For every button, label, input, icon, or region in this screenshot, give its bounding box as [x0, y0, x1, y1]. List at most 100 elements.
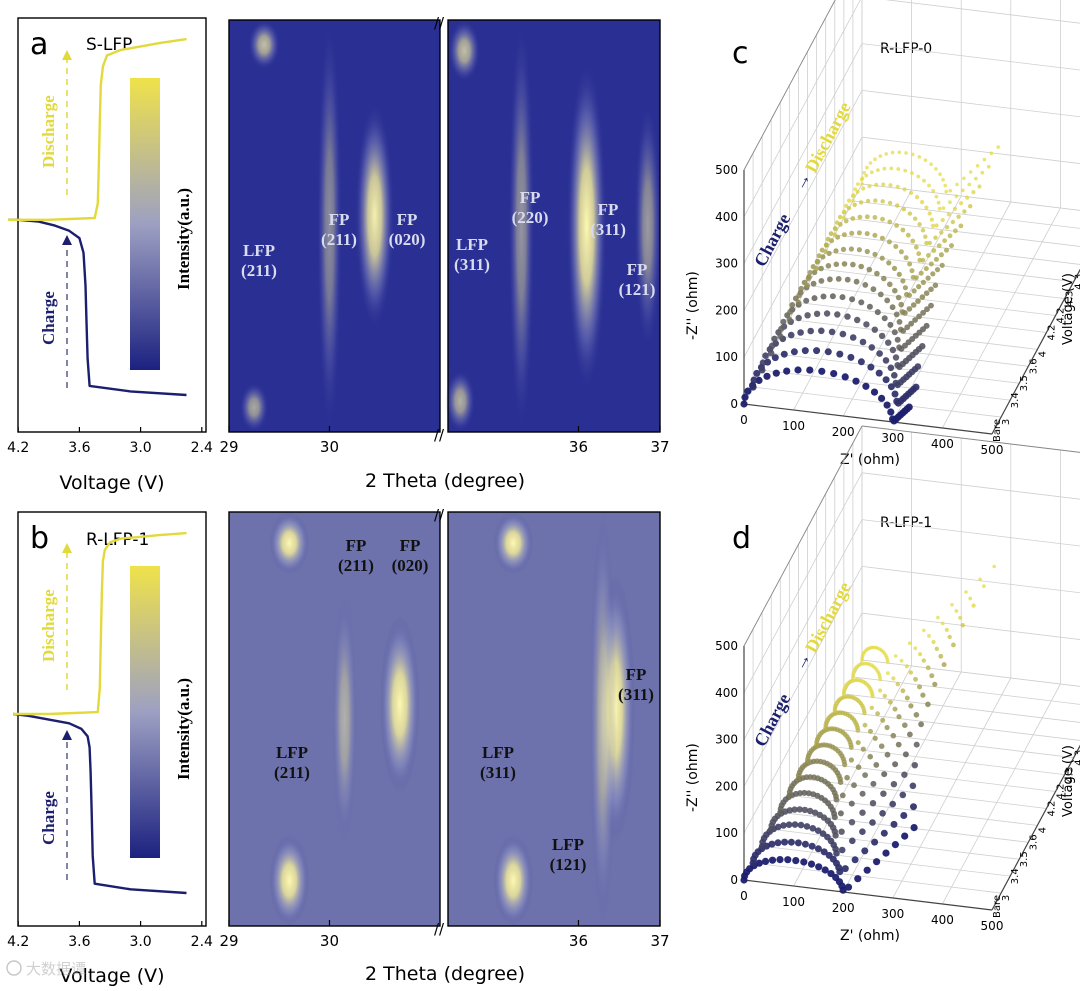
x-tick-label: 400 [931, 913, 954, 927]
y-tick-label: 200 [715, 303, 738, 317]
eis-point [913, 712, 920, 718]
eis-point [797, 821, 805, 829]
eis-point [858, 263, 864, 270]
eis-point [944, 627, 949, 633]
eis-point [862, 282, 869, 288]
peak-band [316, 20, 342, 432]
eis-point [901, 832, 909, 840]
eis-point [855, 764, 862, 770]
eis-point [958, 615, 963, 620]
eis-point [920, 692, 926, 698]
eis-point [868, 344, 876, 351]
eis-point [791, 806, 798, 813]
eis-point [789, 302, 796, 308]
eis-point [871, 326, 878, 333]
back-grid-y [743, 90, 863, 311]
eis-point [852, 202, 857, 207]
panel-c-xlabel: Z' (ohm) [840, 452, 900, 468]
eis-point [986, 164, 991, 169]
eis-point [804, 312, 811, 319]
eis-point [929, 162, 933, 166]
eis-point [902, 722, 908, 728]
eis-point [900, 812, 908, 819]
eis-point [922, 628, 926, 633]
eis-point [880, 790, 887, 797]
eis-point [927, 240, 932, 246]
eis-point [891, 329, 898, 336]
eis-point [932, 282, 939, 289]
peak-band [589, 512, 617, 926]
panel-d-points [740, 564, 996, 894]
eis-point [818, 327, 825, 335]
x-tick-label: 4.2 [7, 934, 29, 950]
eis-point [872, 215, 878, 220]
eis-point [801, 840, 809, 848]
voltage-tick-label: 3.6 [1028, 834, 1039, 850]
eis-point [869, 800, 877, 807]
eis-point [778, 325, 785, 332]
voltage-tick-label: 4.3 [1074, 750, 1080, 766]
eis-point [878, 688, 883, 693]
eis-point [783, 367, 791, 375]
x-tick-label: 200 [832, 901, 855, 915]
x-tick-label: 500 [981, 443, 1004, 457]
x-tick-label: 3.6 [68, 440, 90, 456]
eis-point [936, 615, 940, 620]
panel-c-box [743, 0, 1080, 435]
eis-point [849, 334, 857, 341]
eis-point [852, 377, 860, 385]
eis-point [866, 303, 873, 310]
eis-point [924, 306, 930, 313]
panel-b-xlabel: Voltage (V) [59, 965, 164, 987]
eis-point [878, 154, 883, 158]
eis-point [877, 291, 884, 298]
eis-point [857, 214, 863, 220]
panel-d-xlabel: Z' (ohm) [840, 928, 900, 944]
voltage-tick-label: Bare [992, 419, 1003, 442]
eis-point [864, 214, 870, 220]
voltage-tick-label: 4.2 [1056, 784, 1067, 800]
floor-grid-z [798, 302, 1047, 333]
rear-grid-y [885, 0, 1080, 24]
eis-point [824, 348, 832, 356]
eis-point [880, 717, 886, 723]
eis-point [895, 741, 902, 748]
panel-b-break-top: // [434, 506, 445, 524]
eis-point [830, 370, 838, 378]
peak-label-top: FP [329, 210, 350, 229]
y-tick-label: 100 [715, 826, 738, 840]
eis-point [887, 281, 893, 288]
eis-point [841, 373, 849, 381]
eis-point [901, 771, 908, 778]
eis-point [837, 779, 844, 785]
voltage-tick-label: 4.3 [1074, 274, 1080, 290]
panel-b-map-peaks [269, 512, 636, 927]
eis-point [820, 254, 826, 260]
eis-point [874, 182, 879, 187]
eis-point [892, 354, 900, 361]
x-tick-label: 30 [320, 438, 339, 456]
eis-point [909, 782, 917, 790]
eis-point [918, 270, 924, 276]
eis-point [786, 316, 793, 323]
x-tick-label: 100 [782, 419, 805, 433]
rear-grid-y [861, 472, 1080, 500]
eis-point [927, 634, 931, 638]
eis-point [884, 152, 888, 156]
eis-point [798, 285, 804, 292]
rear-grid-y [861, 136, 1080, 164]
eis-point [878, 394, 886, 402]
eis-point [887, 364, 895, 372]
panel-a-sample-label: S-LFP [86, 35, 132, 55]
eis-point [910, 803, 917, 811]
axis-x [743, 403, 993, 435]
eis-point [753, 369, 761, 377]
eis-point [891, 390, 899, 398]
eis-point [838, 828, 845, 835]
eis-point [832, 832, 839, 839]
panel-a-letter: a [30, 27, 48, 62]
panel-a-map-right-bg [448, 20, 660, 432]
eis-point [844, 313, 851, 320]
eis-point [875, 711, 880, 717]
eis-point [880, 829, 888, 837]
